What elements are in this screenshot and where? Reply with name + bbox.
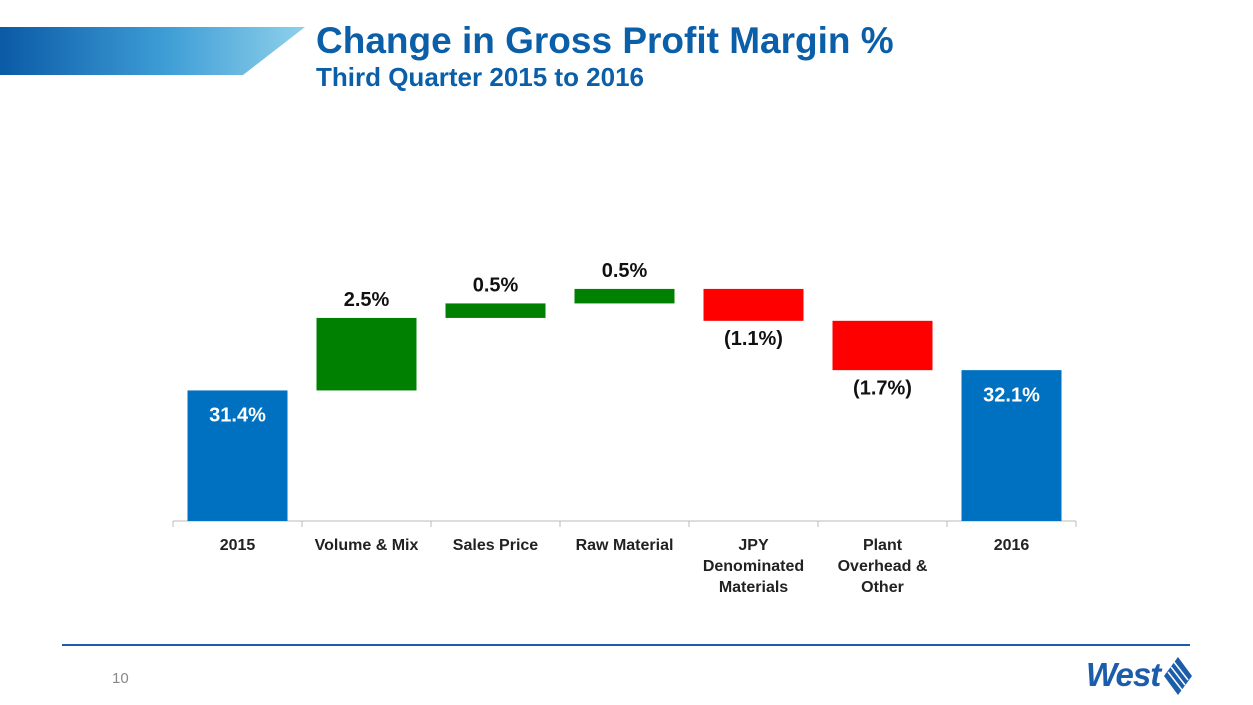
title: Change in Gross Profit Margin % xyxy=(316,20,894,61)
value-label: 31.4% xyxy=(209,405,266,427)
bar xyxy=(445,303,546,318)
x-tick-label: Plant Overhead & Other xyxy=(837,537,928,596)
bar xyxy=(187,390,288,521)
logo: West xyxy=(1086,656,1161,693)
x-tick-label: JPY Denominated Materials xyxy=(702,537,805,596)
x-tick-label: 2016 xyxy=(993,537,1030,554)
value-label: 2.5% xyxy=(344,289,390,311)
header-band xyxy=(0,27,305,75)
x-tick-label: 2015 xyxy=(219,537,256,554)
value-label: 32.1% xyxy=(983,384,1040,406)
bar xyxy=(832,320,933,371)
bar xyxy=(316,317,417,391)
value-label: (1.1%) xyxy=(724,328,783,350)
page-number: 10 xyxy=(112,670,129,687)
x-tick-label: Volume & Mix xyxy=(314,537,419,554)
value-label: 0.5% xyxy=(473,275,519,297)
bar xyxy=(703,288,804,321)
x-tick-label: Raw Material xyxy=(575,537,674,554)
value-label: 0.5% xyxy=(602,260,648,282)
x-tick-label: Sales Price xyxy=(452,537,539,554)
bar xyxy=(574,288,675,304)
logo-diamond xyxy=(1164,657,1192,695)
value-label: (1.7%) xyxy=(853,377,912,399)
subtitle: Third Quarter 2015 to 2016 xyxy=(316,62,645,92)
bar xyxy=(961,370,1062,521)
